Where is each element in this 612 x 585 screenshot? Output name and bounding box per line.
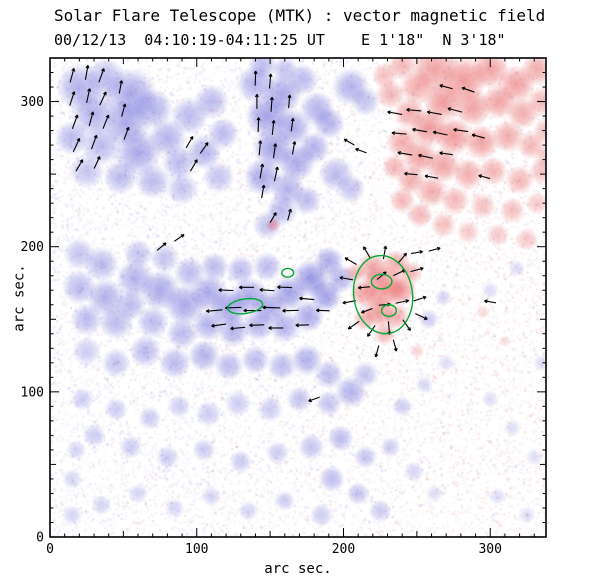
x-tick-label: 300 — [478, 542, 501, 557]
plot-title: Solar Flare Telescope (MTK) : vector mag… — [54, 6, 545, 26]
x-axis-label: arc sec. — [50, 561, 546, 577]
y-tick-label: 100 — [21, 385, 44, 400]
figure: Solar Flare Telescope (MTK) : vector mag… — [0, 0, 612, 585]
plot-subtitle: 00/12/13 04:10:19-04:11:25 UT E 1'18" N … — [54, 30, 506, 50]
y-axis-label: arc sec. — [12, 264, 28, 331]
y-tick-label: 300 — [21, 95, 44, 110]
y-tick-label: 200 — [21, 240, 44, 255]
x-tick-label: 100 — [185, 542, 208, 557]
magnetogram-canvas — [50, 58, 546, 537]
y-tick-label: 0 — [36, 531, 44, 546]
x-tick-label: 200 — [332, 542, 355, 557]
x-tick-label: 0 — [46, 542, 54, 557]
